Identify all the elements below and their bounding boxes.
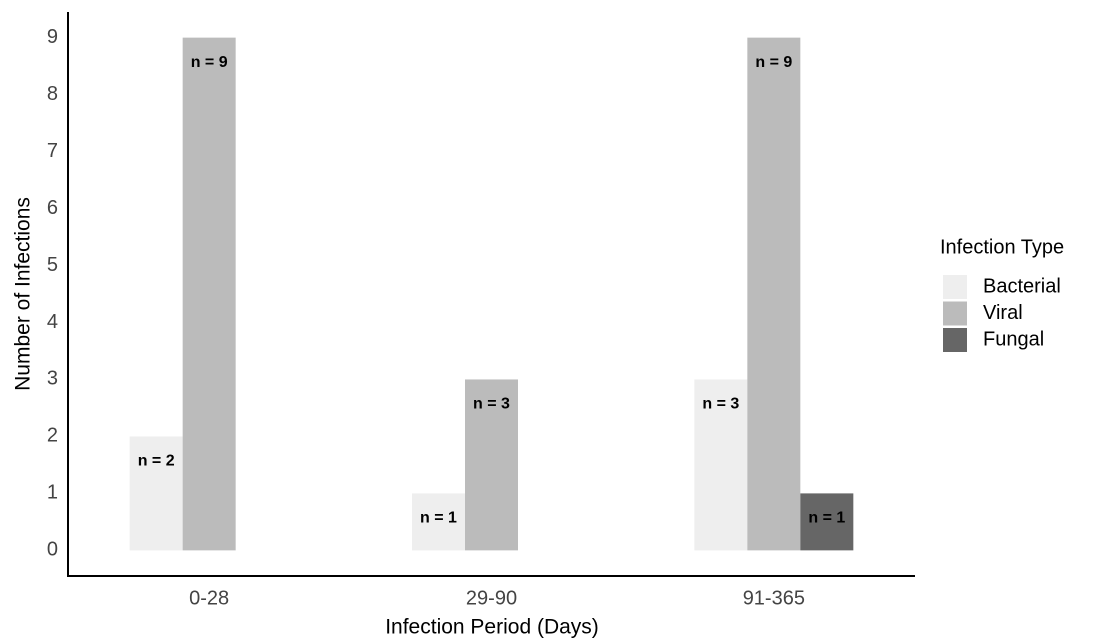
value-label: n = 1 xyxy=(420,510,457,527)
y-tick-label: 7 xyxy=(47,140,58,162)
y-tick-label: 2 xyxy=(47,425,58,447)
y-tick-label: 4 xyxy=(47,311,58,333)
y-tick-label: 5 xyxy=(47,254,58,276)
value-label: n = 3 xyxy=(473,396,510,413)
bar xyxy=(747,37,801,551)
x-tick-label: 91-365 xyxy=(743,587,805,609)
y-tick-label: 6 xyxy=(47,197,58,219)
legend-swatch xyxy=(943,275,967,299)
value-label: n = 9 xyxy=(191,54,228,71)
value-label: n = 2 xyxy=(138,453,175,470)
x-tick-label: 0-28 xyxy=(189,587,229,609)
legend-swatch xyxy=(943,328,967,352)
y-tick-label: 9 xyxy=(47,26,58,48)
legend-label: Viral xyxy=(983,302,1023,324)
y-tick-label: 3 xyxy=(47,368,58,390)
x-axis-title: Infection Period (Days) xyxy=(385,616,599,639)
value-label: n = 1 xyxy=(808,510,845,527)
legend-label: Fungal xyxy=(983,328,1044,350)
legend-label: Bacterial xyxy=(983,275,1061,297)
bar xyxy=(129,436,183,551)
legend-swatch xyxy=(943,301,967,326)
x-tick-label: 29-90 xyxy=(466,587,517,609)
bar xyxy=(412,493,465,551)
bar xyxy=(800,493,854,551)
legend-title: Infection Type xyxy=(940,236,1064,258)
bar xyxy=(694,379,748,551)
bar xyxy=(182,37,236,551)
y-tick-label: 1 xyxy=(47,482,58,504)
value-label: n = 3 xyxy=(702,396,739,413)
y-tick-label: 8 xyxy=(47,83,58,105)
value-label: n = 9 xyxy=(755,54,792,71)
y-axis-title: Number of Infections xyxy=(12,197,35,391)
bar xyxy=(465,379,518,551)
y-tick-label: 0 xyxy=(47,539,58,561)
